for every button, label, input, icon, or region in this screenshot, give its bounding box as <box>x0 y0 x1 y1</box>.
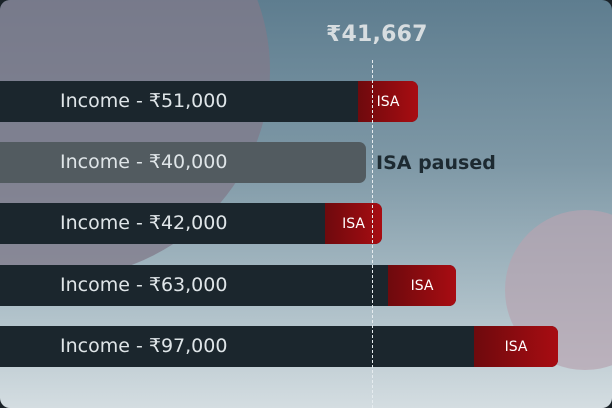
isa-tag: ISA <box>358 81 418 122</box>
threshold-line <box>372 60 373 408</box>
income-bar-label: Income - ₹97,000 <box>60 335 228 357</box>
income-bar-5: Income - ₹97,000 ISA <box>0 326 558 367</box>
income-bar-label: Income - ₹51,000 <box>60 90 228 112</box>
isa-tag: ISA <box>388 265 456 306</box>
income-bar-label: Income - ₹63,000 <box>60 274 228 296</box>
isa-tag: ISA <box>474 326 558 367</box>
isa-paused-label: ISA paused <box>376 152 496 174</box>
income-bar-1: Income - ₹51,000 ISA <box>0 81 418 122</box>
income-bar-label: Income - ₹42,000 <box>60 212 228 234</box>
income-bar-2: Income - ₹40,000 <box>0 142 366 183</box>
threshold-label: ₹41,667 <box>326 22 428 47</box>
income-bar-3: Income - ₹42,000 ISA <box>0 203 382 244</box>
income-bar-4: Income - ₹63,000 ISA <box>0 265 456 306</box>
income-bar-label: Income - ₹40,000 <box>60 151 228 173</box>
isa-tag: ISA <box>325 203 382 244</box>
